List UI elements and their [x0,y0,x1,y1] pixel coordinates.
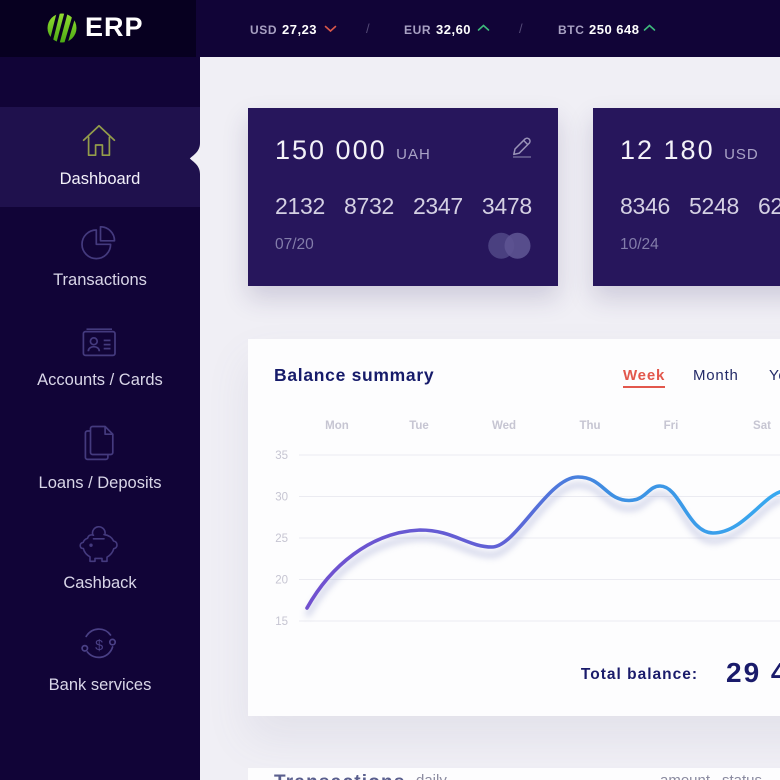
svg-text:35: 35 [275,450,288,462]
svg-text:20: 20 [275,575,288,587]
svg-text:Mon: Mon [325,420,349,432]
svg-text:15: 15 [275,616,288,628]
svg-text:30: 30 [275,492,288,504]
svg-text:$: $ [95,638,103,654]
svg-text:Wed: Wed [492,420,516,432]
svg-text:Sat: Sat [753,420,771,432]
svg-text:Tue: Tue [409,420,429,432]
svg-text:25: 25 [275,533,288,545]
svg-text:Fri: Fri [664,420,679,432]
svg-text:Thu: Thu [579,420,600,432]
